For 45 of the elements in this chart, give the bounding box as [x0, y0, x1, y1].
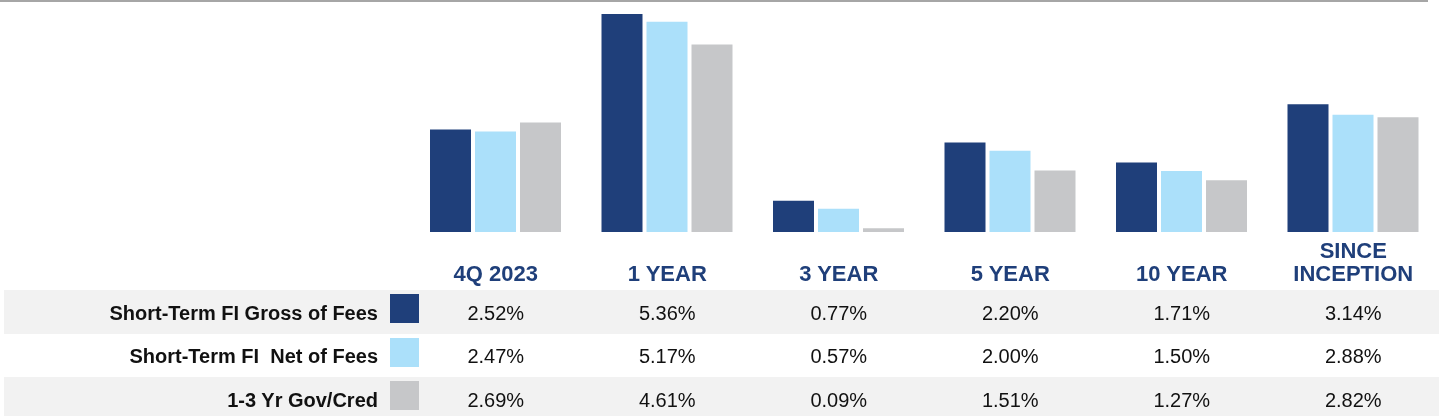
bar	[989, 150, 1031, 232]
x-tick-label: 4Q 2023	[453, 261, 538, 286]
data-label: 0.57%	[810, 345, 868, 368]
data-label: 1.27%	[1153, 388, 1211, 411]
bar	[1034, 170, 1076, 232]
data-label: 2.00%	[981, 345, 1039, 368]
data-label: 3.14%	[1324, 301, 1382, 324]
data-label: 0.77%	[810, 301, 868, 324]
bar	[646, 21, 688, 232]
bar	[818, 208, 859, 232]
x-tick-label: SINCE INCEPTION	[1293, 238, 1414, 286]
bar	[1287, 104, 1329, 232]
data-label: 1.71%	[1153, 301, 1211, 324]
bar	[520, 122, 561, 232]
legend-label: Short-Term FI Net of Fees	[129, 344, 378, 369]
bar	[1116, 162, 1157, 232]
bar	[475, 131, 516, 232]
x-tick-label: 3 YEAR	[799, 261, 879, 286]
bar	[1206, 180, 1247, 232]
bar	[1332, 114, 1374, 232]
bar	[944, 142, 986, 232]
bar	[601, 14, 643, 232]
bar	[773, 200, 814, 232]
data-label: 4.61%	[638, 388, 696, 411]
data-label: 5.36%	[638, 301, 696, 324]
x-tick-label: 10 YEAR	[1136, 261, 1228, 286]
data-label: 1.51%	[981, 388, 1039, 411]
x-tick-label: 5 YEAR	[970, 261, 1050, 286]
data-label: 2.52%	[467, 301, 525, 324]
data-label: 2.20%	[981, 301, 1039, 324]
data-label: 2.47%	[467, 345, 525, 368]
data-label: 2.82%	[1324, 388, 1382, 411]
bar	[691, 44, 733, 232]
bar	[430, 129, 471, 232]
data-label: 5.17%	[638, 345, 696, 368]
data-label: 1.50%	[1153, 345, 1211, 368]
legend-label: 1-3 Yr Gov/Cred	[227, 387, 378, 412]
data-label: 2.69%	[467, 388, 525, 411]
data-label: 0.09%	[810, 388, 868, 411]
x-tick-label: 1 YEAR	[627, 261, 707, 286]
bar	[1161, 170, 1202, 232]
data-label: 2.88%	[1324, 345, 1382, 368]
legend-label: Short-Term FI Gross of Fees	[109, 300, 378, 325]
bar	[1377, 117, 1419, 232]
bar	[863, 228, 904, 232]
